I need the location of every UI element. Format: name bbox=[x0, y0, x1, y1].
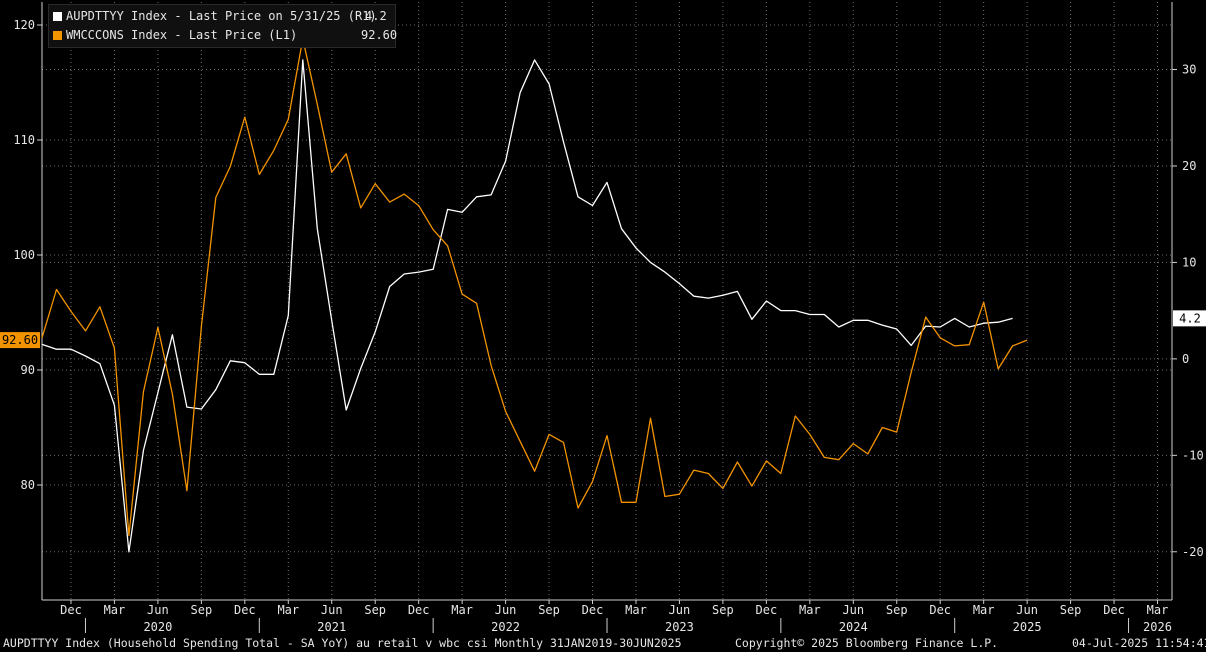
y-right-tick-label: -10 bbox=[1182, 448, 1204, 462]
x-tick-label: Mar bbox=[104, 603, 126, 617]
legend-label-wmcccons: WMCCCONS Index - Last Price (L1) bbox=[66, 28, 298, 42]
y-right-tick-label: 20 bbox=[1182, 159, 1196, 173]
footer-description: AUPDTTYY Index (Household Spending Total… bbox=[3, 636, 682, 650]
x-tick-label: Dec bbox=[1103, 603, 1125, 617]
x-year-label: 2024 bbox=[839, 620, 868, 634]
last-value-label-aupdttyy: 4.2 bbox=[1179, 311, 1201, 325]
y-left-tick-label: 100 bbox=[13, 248, 35, 262]
last-value-tag-wmcccons bbox=[0, 332, 40, 349]
x-year-label: 2023 bbox=[665, 620, 694, 634]
orange-swatch-icon bbox=[53, 31, 62, 40]
series-line-aupdttyy bbox=[41, 59, 1013, 553]
x-year-label: 2025 bbox=[1013, 620, 1042, 634]
x-tick-label: Jun bbox=[495, 603, 517, 617]
footer: AUPDTTYY Index (Household Spending Total… bbox=[0, 634, 1206, 652]
x-tick-label: Dec bbox=[756, 603, 778, 617]
x-tick-label: Sep bbox=[712, 603, 734, 617]
x-tick-label: Mar bbox=[451, 603, 473, 617]
x-tick-label: Jun bbox=[842, 603, 864, 617]
legend: AUPDTTYY Index - Last Price on 5/31/25 (… bbox=[48, 4, 397, 48]
x-tick-label: Mar bbox=[973, 603, 995, 617]
x-tick-label: Mar bbox=[1147, 603, 1169, 617]
y-right-tick-label: -20 bbox=[1182, 545, 1204, 559]
x-tick-label: Jun bbox=[669, 603, 691, 617]
legend-label-aupdttyy: AUPDTTYY Index - Last Price on 5/31/25 (… bbox=[66, 9, 377, 23]
last-value-tag-aupdttyy bbox=[1173, 310, 1206, 327]
x-tick-label: Jun bbox=[1016, 603, 1038, 617]
y-left-tick-label: 80 bbox=[21, 478, 35, 492]
y-left-tick-label: 90 bbox=[21, 363, 35, 377]
x-tick-label: Jun bbox=[147, 603, 169, 617]
x-tick-label: Dec bbox=[582, 603, 604, 617]
x-tick-label: Sep bbox=[1060, 603, 1082, 617]
last-value-label-wmcccons: 92.60 bbox=[2, 333, 38, 347]
y-right-tick-label: 0 bbox=[1182, 352, 1189, 366]
x-tick-label: Mar bbox=[277, 603, 299, 617]
x-tick-label: Jun bbox=[321, 603, 343, 617]
y-left-tick-label: 110 bbox=[13, 133, 35, 147]
series-line-wmcccons bbox=[41, 38, 1028, 537]
legend-value-aupdttyy: 4.2 bbox=[365, 9, 387, 23]
x-year-label: 2022 bbox=[491, 620, 520, 634]
legend-value-wmcccons: 92.60 bbox=[361, 28, 398, 42]
x-tick-label: Dec bbox=[929, 603, 951, 617]
x-tick-label: Sep bbox=[886, 603, 908, 617]
x-tick-label: Mar bbox=[799, 603, 821, 617]
x-tick-label: Sep bbox=[364, 603, 386, 617]
x-tick-label: Sep bbox=[538, 603, 560, 617]
footer-copyright: Copyright© 2025 Bloomberg Finance L.P. bbox=[735, 636, 999, 650]
x-tick-label: Mar bbox=[625, 603, 647, 617]
y-left-tick-label: 120 bbox=[13, 18, 35, 32]
x-tick-label: Dec bbox=[60, 603, 82, 617]
x-year-label: 2026 bbox=[1143, 620, 1172, 634]
footer-timestamp: 04-Jul-2025 11:54:41 bbox=[1072, 636, 1206, 650]
x-year-label: 2020 bbox=[143, 620, 172, 634]
legend-item-aupdttyy: AUPDTTYY Index - Last Price on 5/31/25 (… bbox=[53, 7, 391, 26]
y-right-tick-label: 30 bbox=[1182, 63, 1196, 77]
y-right-tick-label: 10 bbox=[1182, 255, 1196, 269]
white-swatch-icon bbox=[53, 12, 62, 21]
x-year-label: 2021 bbox=[317, 620, 346, 634]
x-tick-label: Dec bbox=[408, 603, 430, 617]
x-tick-label: Dec bbox=[234, 603, 256, 617]
x-tick-label: Sep bbox=[191, 603, 213, 617]
legend-item-wmcccons: WMCCCONS Index - Last Price (L1) 92.60 bbox=[53, 26, 397, 45]
